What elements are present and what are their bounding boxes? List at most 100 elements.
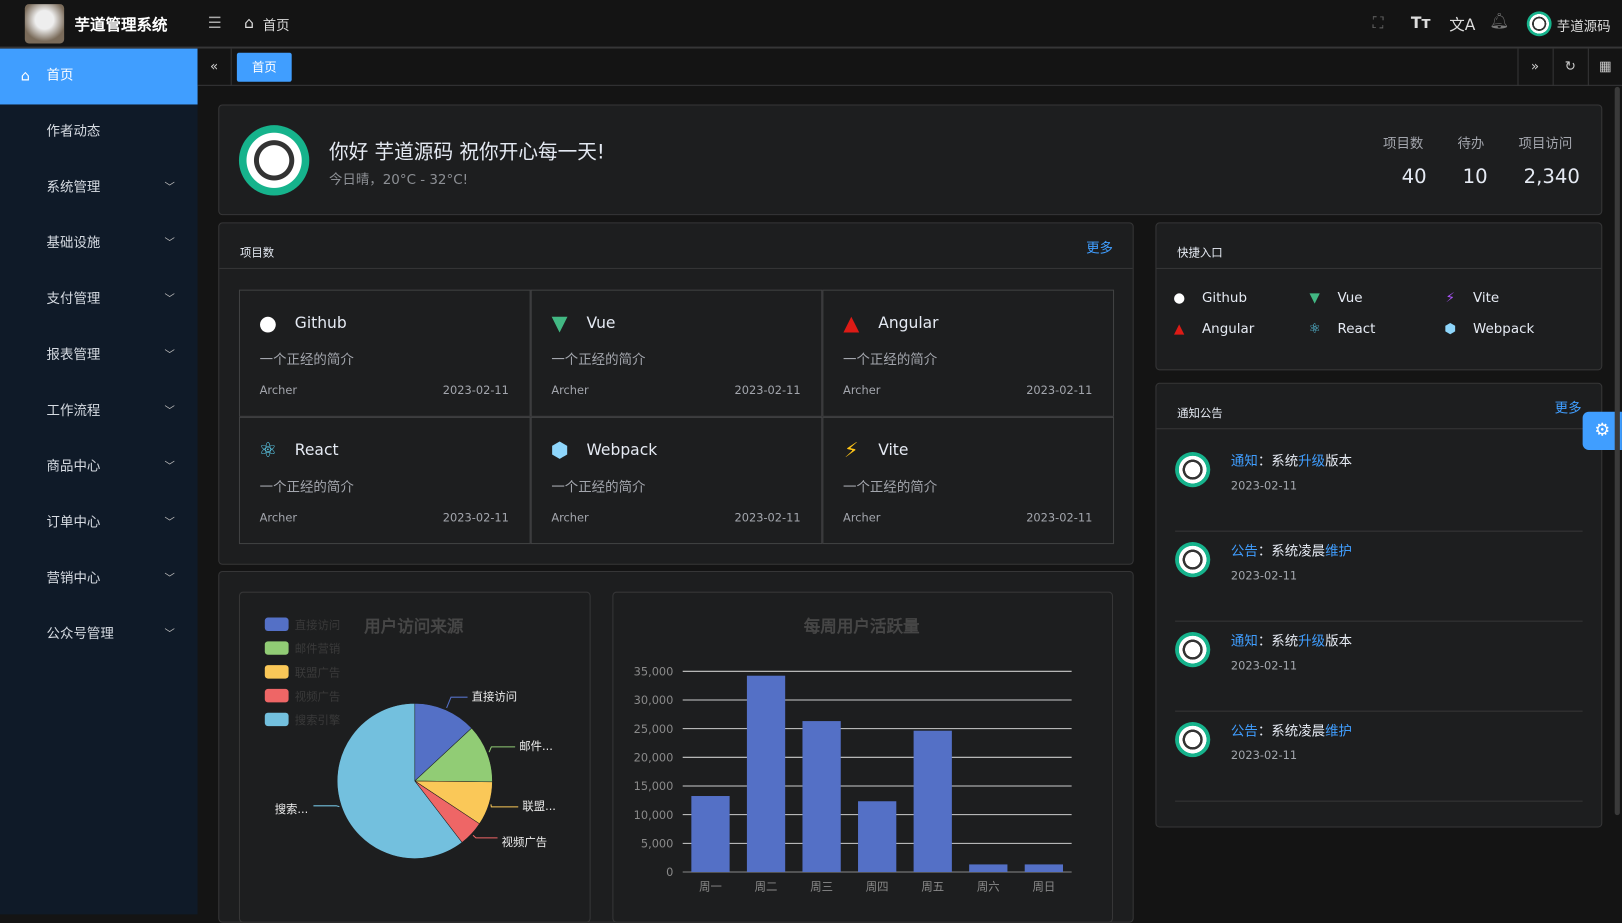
sidebar-item[interactable]: 作者动态 <box>0 104 198 160</box>
bar[interactable] <box>802 721 841 872</box>
chevron-down-icon: ﹀ <box>164 293 175 306</box>
legend-swatch[interactable] <box>264 712 289 727</box>
app-title: 芋道管理系统 <box>74 15 168 35</box>
project-card[interactable]: ⚛ React 一个正经的简介 Archer 2023-02-11 <box>238 416 531 545</box>
notice-text: 系统 <box>1271 634 1299 650</box>
projects-card: 项目数 更多 ● Github 一个正经的简介 Archer 2023-02-11 ▼ Vu… <box>218 222 1134 565</box>
project-date: 2023-02-11 <box>1026 383 1093 398</box>
chevron-down-icon: ﹀ <box>164 517 175 529</box>
grid-menu-icon[interactable]: ▦ <box>1587 48 1622 86</box>
sidebar-item[interactable]: 工作流程 ﹀ <box>0 384 198 440</box>
github-icon: ● <box>1173 290 1186 307</box>
project-card[interactable]: ▲ Angular 一个正经的简介 Archer 2023-02-11 <box>822 289 1115 417</box>
pie-slice[interactable] <box>414 727 493 783</box>
notice-title[interactable]: 公告：系统凌晨维护 <box>1231 540 1352 560</box>
pie-label-line <box>490 804 519 808</box>
chevron-down-icon: ﹀ <box>164 349 175 362</box>
scroll-right-icon[interactable]: » <box>1517 48 1551 86</box>
notice-text: 系统 <box>1271 454 1299 470</box>
notice-title[interactable]: 通知：系统升级版本 <box>1231 450 1352 470</box>
bar[interactable] <box>969 864 1008 872</box>
sidebar-item[interactable]: 支付管理 ﹀ <box>0 272 198 328</box>
home-icon: ⌂ <box>244 13 254 33</box>
user-name[interactable]: 芋道源码 <box>1556 19 1611 36</box>
project-card[interactable]: ● Github 一个正经的简介 Archer 2023-02-11 <box>238 289 531 417</box>
notice-sep: ： <box>1257 544 1272 560</box>
shortcut-link[interactable]: ⚛ React <box>1306 322 1376 338</box>
bar[interactable] <box>1024 864 1063 872</box>
legend-swatch[interactable] <box>264 641 289 655</box>
notice-item[interactable]: 通知：系统升级版本 2023-02-11 <box>1175 442 1583 532</box>
notice-item[interactable]: 公告：系统凌晨维护 2023-02-11 <box>1175 532 1583 622</box>
refresh-icon[interactable]: ↻ <box>1552 48 1587 86</box>
notices-title: 通知公告 <box>1177 406 1223 420</box>
projects-more-link[interactable]: 更多 <box>1086 241 1114 257</box>
x-tick-label: 周日 <box>1032 880 1055 894</box>
notice-item[interactable]: 通知：系统升级版本 2023-02-11 <box>1175 622 1583 712</box>
shortcut-link[interactable]: ▲ Angular <box>1171 322 1254 338</box>
notices-more-link[interactable]: 更多 <box>1554 401 1582 417</box>
app-logo <box>24 4 65 44</box>
sidebar-item-label: 首页 <box>46 68 74 84</box>
projects-title: 项目数 <box>239 246 275 260</box>
notice-type: 通知 <box>1230 634 1258 650</box>
sidebar-item[interactable]: ⌂ 首页 <box>0 48 198 105</box>
project-card[interactable]: ▼ Vue 一个正经的简介 Archer 2023-02-11 <box>530 289 823 417</box>
user-avatar[interactable] <box>1526 11 1552 37</box>
pie-label-line <box>446 696 468 709</box>
project-card[interactable]: ⬢ Webpack 一个正经的简介 Archer 2023-02-11 <box>530 416 823 545</box>
sidebar-item[interactable]: 商品中心 ﹀ <box>0 440 198 496</box>
github-icon: ● <box>258 310 277 336</box>
notice-highlight: 维护 <box>1325 724 1353 740</box>
notice-sep: ： <box>1257 454 1272 470</box>
sidebar-item[interactable]: 订单中心 ﹀ <box>0 495 198 551</box>
pie-label-line <box>488 746 516 753</box>
y-tick-label: 30,000 <box>634 693 674 707</box>
notice-title[interactable]: 公告：系统凌晨维护 <box>1231 720 1352 740</box>
tab-home[interactable]: 首页 <box>236 52 292 82</box>
shortcut-link[interactable]: ⚡ Vite <box>1442 291 1499 307</box>
notice-date: 2023-02-11 <box>1230 478 1298 493</box>
y-tick-label: 25,000 <box>634 722 674 736</box>
legend-swatch[interactable] <box>264 665 289 679</box>
legend-swatch[interactable] <box>264 688 289 703</box>
project-date: 2023-02-11 <box>442 383 509 398</box>
scrollbar[interactable] <box>1614 86 1620 816</box>
sidebar-item[interactable]: 报表管理 ﹀ <box>0 328 198 384</box>
project-name: Angular <box>878 313 939 333</box>
bell-icon[interactable]: 🔔︎ <box>1489 11 1510 30</box>
translate-icon[interactable]: 文A <box>1449 15 1476 35</box>
pie-label-line <box>313 805 340 808</box>
sidebar-item[interactable]: 系统管理 ﹀ <box>0 160 198 216</box>
bar[interactable] <box>913 730 952 872</box>
shortcut-link[interactable]: ⬢ Webpack <box>1442 322 1534 338</box>
y-tick-label: 5,000 <box>641 836 674 850</box>
sidebar-item[interactable]: 营销中心 ﹀ <box>0 551 198 607</box>
pie-label: 邮件... <box>519 739 553 753</box>
legend-label: 直接访问 <box>295 618 340 632</box>
legend-swatch[interactable] <box>264 617 289 631</box>
react-icon: ⚛ <box>258 437 278 463</box>
notice-item[interactable]: 公告：系统凌晨维护 2023-02-11 <box>1175 712 1583 802</box>
shortcut-link[interactable]: ▼ Vue <box>1306 291 1363 307</box>
sidebar-item-label: 订单中心 <box>46 515 101 531</box>
font-size-icon[interactable]: Tт <box>1410 13 1431 33</box>
sidebar-item[interactable]: 基础设施 ﹀ <box>0 216 198 272</box>
pie-slice[interactable] <box>414 703 472 782</box>
webpack-icon: ⬢ <box>550 437 569 463</box>
project-card[interactable]: ⚡ Vite 一个正经的简介 Archer 2023-02-11 <box>822 416 1115 545</box>
menu-fold-icon[interactable]: ☰ <box>207 13 222 33</box>
breadcrumb[interactable]: 首页 <box>262 18 290 35</box>
project-date: 2023-02-11 <box>734 383 801 398</box>
bar[interactable] <box>858 801 897 872</box>
notice-avatar <box>1175 632 1211 668</box>
sidebar: ⌂ 首页 作者动态 系统管理 ﹀ 基础设施 ﹀ 支付管理 ﹀ 报表管理 ﹀ 工作流程 ﹀ 商品中心 ﹀ 订单中… <box>0 48 198 915</box>
notice-title[interactable]: 通知：系统升级版本 <box>1231 630 1352 650</box>
shortcut-link[interactable]: ● Github <box>1171 291 1247 307</box>
sidebar-item[interactable]: 公众号管理 ﹀ <box>0 607 198 663</box>
pie-slice[interactable] <box>336 703 463 859</box>
bar[interactable] <box>691 796 730 872</box>
fullscreen-icon[interactable]: ⛶ <box>1372 13 1384 33</box>
scroll-left-icon[interactable]: « <box>198 48 232 86</box>
bar[interactable] <box>746 675 786 872</box>
